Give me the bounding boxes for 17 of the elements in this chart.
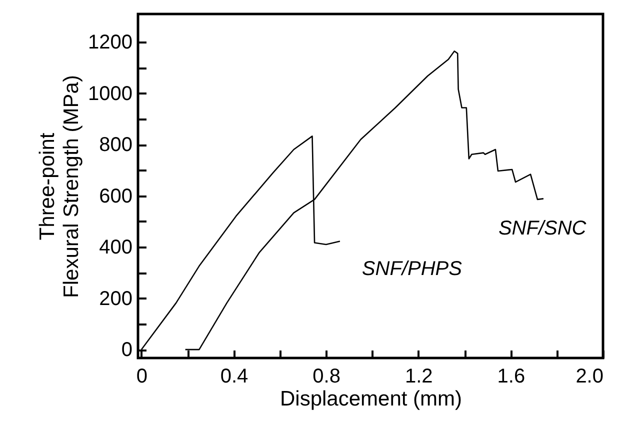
series-label: SNF/PHPS (362, 258, 463, 280)
x-tick-label: 1.2 (404, 366, 433, 388)
x-tick-label: 0.4 (220, 366, 248, 388)
y-tick-label: 1200 (88, 32, 132, 54)
x-axis-title: Displacement (mm) (280, 388, 462, 410)
x-tick-label: 1.6 (497, 366, 526, 388)
y-tick-label: 600 (99, 185, 132, 208)
x-tick-label: 0 (136, 366, 148, 388)
y-tick-label: 1000 (88, 82, 132, 105)
x-tick-label: 0.8 (312, 366, 340, 388)
y-tick-label: 400 (99, 236, 132, 259)
x-tick-label: 2.0 (576, 366, 604, 388)
y-tick-label: 0 (121, 339, 132, 362)
series-label: SNF/SNC (498, 218, 587, 240)
y-axis-title: Three-point Flexural Strength (MPa) (36, 75, 84, 298)
y-tick-label: 200 (99, 288, 132, 310)
y-tick-label: 800 (99, 134, 132, 156)
